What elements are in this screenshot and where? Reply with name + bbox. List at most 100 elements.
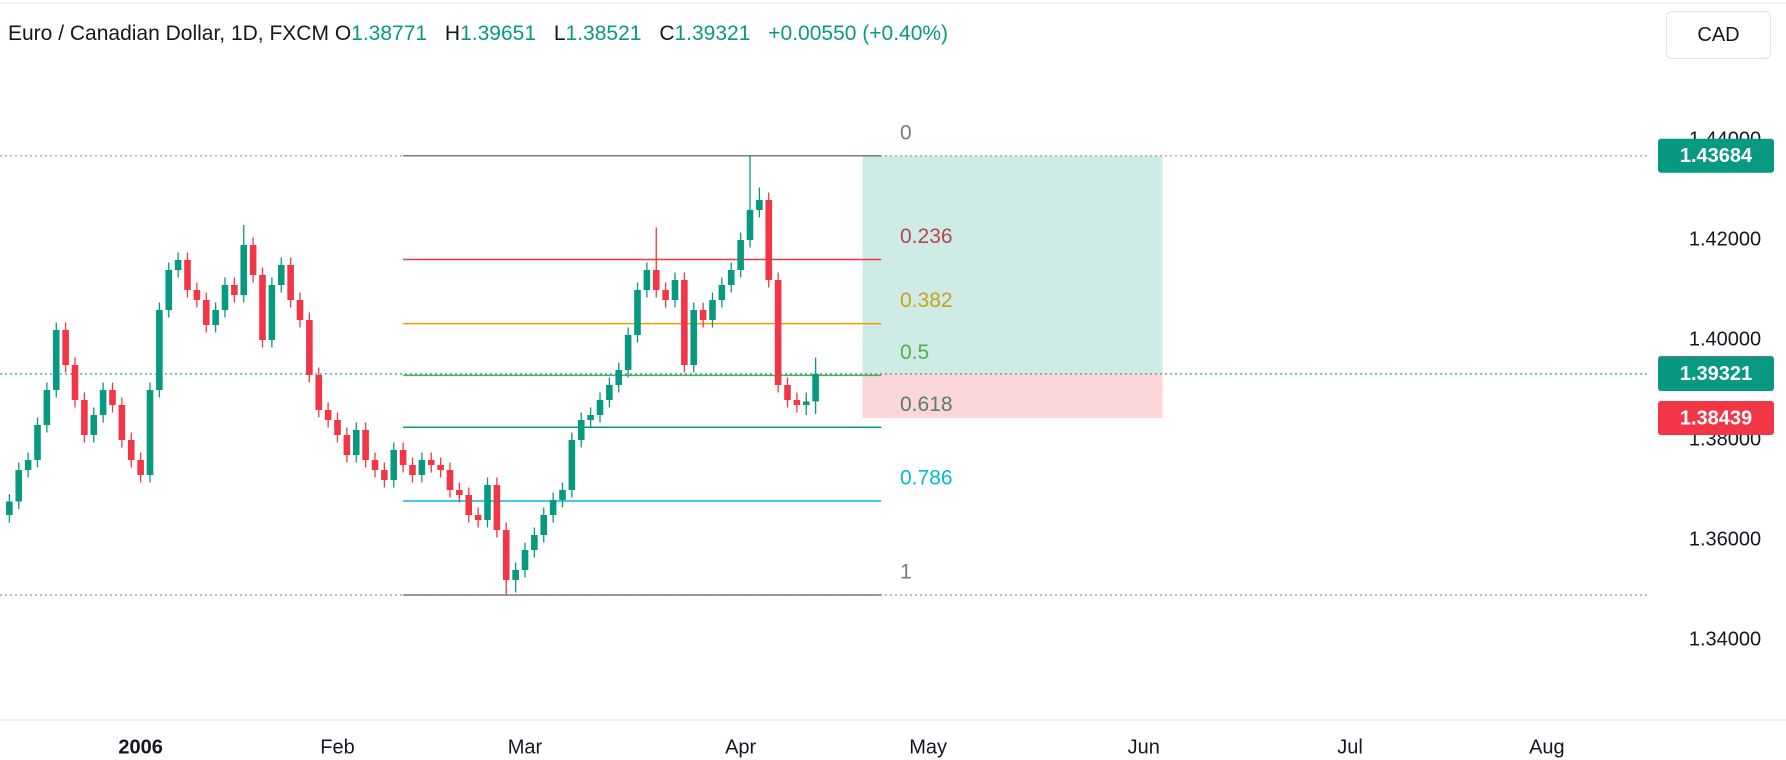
candle-body [699,310,707,320]
y-tick-label: 1.34000 [1689,628,1761,650]
candle-body [315,375,323,410]
candle-body [624,335,632,370]
candle-body [802,401,810,405]
candle-body [24,460,32,470]
y-tick-label: 1.36000 [1689,528,1761,550]
candle-body [202,300,210,325]
candle-body [446,470,454,490]
candle-body [652,270,660,290]
candle-body [774,280,782,385]
candle-body [577,420,585,440]
candle-body [681,280,688,365]
target-badge [1658,138,1774,173]
candle-body [306,320,313,375]
candle-body [221,285,229,310]
candle-body [34,425,41,460]
candle-body [343,435,351,455]
candle-body [231,285,238,295]
candle-body [409,465,416,475]
ohlc-value: 1.39651 [460,22,537,45]
candle-body [259,275,266,340]
candle-body [502,530,510,580]
candle-body [390,450,398,480]
candle-body [559,490,566,500]
x-tick-label: Feb [320,736,354,758]
price-change: +0.00550 (+0.40%) [768,22,949,45]
candle-body [493,485,501,530]
candle-body [277,265,285,285]
candle-body [587,415,594,420]
candle-body [474,515,482,520]
candle-body [568,440,576,490]
x-tick-label: Jul [1337,736,1363,758]
candle-body [456,490,463,495]
candle-body [174,260,182,270]
candle-body [296,300,304,320]
candle-body [334,420,341,435]
fib-label: 0.236 [900,225,953,248]
candle-body [109,390,116,405]
candle-body [399,450,407,465]
stop-badge [1658,401,1774,436]
candle-body [765,200,773,280]
candle-body [465,495,473,515]
fib-label: 1 [900,561,912,584]
x-tick-label: 2006 [118,736,163,758]
candle-body [606,385,613,400]
x-tick-label: Jun [1128,736,1160,758]
target-zone [862,155,1163,373]
candle-body [662,290,669,300]
candle-body [287,265,294,300]
candle-body [793,400,801,405]
target-badge-label: 1.43684 [1680,145,1753,167]
candle-body [240,245,248,295]
candle-body [118,405,126,440]
candle-body [671,280,679,300]
fib-label: 0 [900,121,912,144]
last-price-badge [1658,356,1774,391]
candle-body [165,270,173,310]
candle-body [531,535,538,550]
candle-body [540,515,548,535]
candle-body [737,240,744,270]
symbol-legend: Euro / Canadian Dollar, 1D, FXCM O1.3877… [8,22,960,46]
candle-body [184,260,191,290]
fib-label: 0.786 [900,467,953,490]
candle-body [709,300,716,320]
y-tick-label: 1.40000 [1689,328,1761,350]
candle-body [212,310,219,325]
candle-body [615,370,623,385]
candle-body [381,470,388,480]
x-tick-label: Aug [1529,736,1565,758]
ohlc-value: 1.38521 [565,22,642,45]
candle-body [146,390,154,475]
currency-button[interactable]: CAD [1666,11,1771,59]
ohlc-label: O [334,22,352,45]
ohlc-value: 1.39321 [674,22,751,45]
candle-body [81,400,88,435]
candle-body [127,440,135,460]
fib-label: 0.5 [900,341,929,364]
fib-label: 0.618 [900,393,953,416]
candle-body [634,290,641,335]
candle-body [362,430,369,460]
candle-body [484,485,491,520]
candle-body [812,373,819,402]
candle-body [249,245,257,275]
symbol-name: Euro / Canadian Dollar, 1D, FXCM [8,22,329,45]
candle-body [418,460,426,475]
ohlc-label: L [553,22,566,45]
candle-body [6,501,13,515]
candle-body [268,285,276,340]
candle-body [62,330,69,365]
candle-body [15,470,23,502]
y-tick-label: 1.42000 [1689,228,1761,250]
candle-body [99,390,107,415]
candle-body [643,270,651,290]
ohlc-label: C [659,22,675,45]
fib-label: 0.382 [900,289,953,312]
candle-body [596,400,604,415]
candle-body [71,365,79,400]
